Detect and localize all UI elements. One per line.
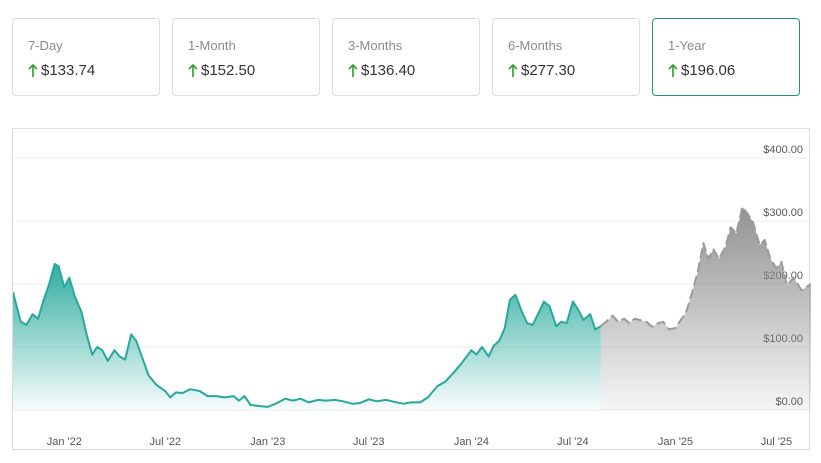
x-tick-label: Jan '23 xyxy=(250,436,285,448)
card-3-months[interactable]: 3-Months $136.40 xyxy=(332,18,480,96)
card-label: 7-Day xyxy=(28,38,63,53)
card-value: $136.40 xyxy=(361,62,416,79)
card-label: 1-Year xyxy=(668,38,706,53)
card-label: 3-Months xyxy=(348,38,403,53)
arrow-up-icon xyxy=(348,63,358,77)
card-7-day[interactable]: 7-Day $133.74 xyxy=(12,18,160,96)
x-tick-label: Jul '23 xyxy=(353,436,384,448)
card-1-month[interactable]: 1-Month $152.50 xyxy=(172,18,320,96)
arrow-up-icon xyxy=(508,63,518,77)
x-tick-label: Jan '22 xyxy=(47,436,82,448)
x-tick-label: Jan '25 xyxy=(658,436,693,448)
card-value: $152.50 xyxy=(201,62,256,79)
card-value: $277.30 xyxy=(521,62,576,79)
y-tick-label: $400.00 xyxy=(763,144,803,156)
card-1-year[interactable]: 1-Year $196.06 xyxy=(652,18,800,96)
history-area xyxy=(13,263,601,410)
forecast-line xyxy=(600,206,811,331)
timeframe-cards: 7-Day $133.74 1-Month $152.50 3-Months $… xyxy=(12,18,802,98)
card-value: $133.74 xyxy=(41,62,96,79)
history-line xyxy=(13,262,602,408)
x-tick-label: Jul '24 xyxy=(557,436,588,448)
card-6-months[interactable]: 6-Months $277.30 xyxy=(492,18,640,96)
forecast-area xyxy=(600,207,811,410)
x-tick-label: Jul '25 xyxy=(761,436,792,448)
card-label: 1-Month xyxy=(188,38,236,53)
x-tick-label: Jul '22 xyxy=(150,436,181,448)
card-value: $196.06 xyxy=(681,62,736,79)
x-tick-label: Jan '24 xyxy=(454,436,489,448)
arrow-up-icon xyxy=(188,63,198,77)
y-tick-label: $300.00 xyxy=(763,207,803,219)
card-label: 6-Months xyxy=(508,38,563,53)
arrow-up-icon xyxy=(28,63,38,77)
arrow-up-icon xyxy=(668,63,678,77)
